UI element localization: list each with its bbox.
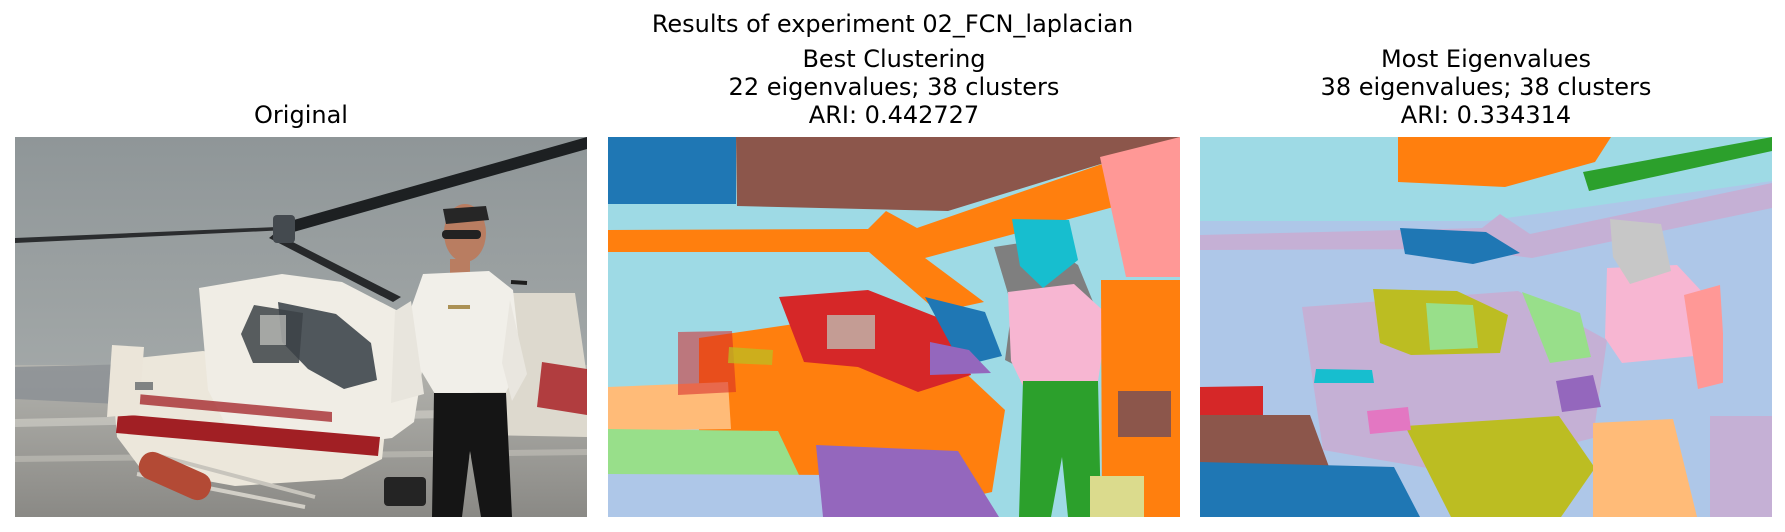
pilot-shirt	[411, 271, 521, 394]
pilot-arm	[502, 300, 527, 401]
segment-right-sky	[1100, 137, 1180, 277]
sea-horizon	[15, 364, 137, 405]
most-eigenvalues-eigen-clusters-line: 38 eigenvalues; 38 clusters	[1320, 73, 1652, 101]
rotor-blade	[15, 227, 287, 243]
segment-magenta	[1367, 407, 1411, 434]
segment-dark-rotor	[1400, 228, 1520, 264]
rotor-blade	[269, 233, 401, 302]
best-clustering-eigen-clusters-line: 22 eigenvalues; 38 clusters	[728, 73, 1060, 101]
segment-glass-shadow	[930, 342, 991, 375]
segment-shirt	[1605, 265, 1706, 363]
cockpit-window	[278, 302, 377, 389]
segment-window	[827, 315, 875, 349]
rotor-blade	[276, 137, 587, 233]
tail-fin	[135, 382, 153, 390]
original-panel-title: Original	[15, 101, 587, 129]
pilot-pants	[432, 393, 512, 517]
tail-boom	[107, 345, 144, 417]
segment-purple	[1556, 375, 1601, 412]
segment-pants	[1019, 381, 1101, 517]
segment-detail	[728, 347, 773, 365]
best-clustering-ari-line: ARI: 0.442727	[808, 101, 980, 129]
most-eigenvalues-panel-title: Most Eigenvalues 38 eigenvalues; 38 clus…	[1200, 45, 1772, 129]
segment-blue-ground	[1200, 462, 1420, 517]
segment-olive-ground	[1405, 416, 1595, 517]
window-reflection	[260, 315, 286, 345]
segment-glass	[1522, 292, 1591, 363]
segment-glass	[925, 297, 1002, 366]
most-eigenvalues-title-line: Most Eigenvalues	[1380, 45, 1592, 73]
segment-window	[1426, 303, 1478, 350]
segment-ground-blue	[608, 474, 889, 517]
most-eigenvalues-ari-line: ARI: 0.334314	[1400, 101, 1572, 129]
segment-rotor	[1398, 137, 1611, 187]
landing-skid	[155, 453, 316, 499]
figure-title: Results of experiment 02_FCN_laplacian	[651, 10, 1134, 38]
red-float	[138, 451, 212, 501]
most-eigenvalues-segmentation	[1200, 137, 1772, 517]
best-clustering-segmentation	[608, 137, 1180, 517]
segment-shirt	[1008, 284, 1108, 390]
segment-red-ground	[1200, 386, 1263, 415]
segment-brown-ground	[1200, 415, 1332, 475]
segment-right-ground	[1710, 416, 1772, 517]
segment-cyan	[1314, 369, 1374, 383]
segment-tail	[678, 331, 736, 395]
briefcase	[384, 477, 426, 506]
best-clustering-panel-title: Best Clustering 22 eigenvalues; 38 clust…	[608, 45, 1180, 129]
background-aircraft-marking	[537, 362, 587, 415]
body-stripe	[116, 414, 380, 456]
pilot-hair	[443, 206, 489, 224]
segment-ground-purple	[816, 445, 999, 517]
segment-sky-dark	[608, 137, 736, 204]
segment-right-sky	[1723, 287, 1772, 411]
segment-ground-green	[608, 429, 799, 475]
rotor-hub	[273, 215, 295, 243]
body-stripe	[137, 394, 332, 422]
segment-right-arm	[1684, 285, 1726, 389]
epaulette	[510, 280, 528, 285]
segment-right-marking	[1118, 391, 1171, 437]
segment-pants	[1593, 419, 1697, 517]
original-helicopter-image	[15, 137, 587, 517]
segment-head	[1610, 219, 1671, 284]
segment-rotor	[736, 137, 1180, 211]
segment-rotor-edge	[1583, 137, 1772, 191]
segment-left-ground	[608, 382, 731, 431]
segment-right-ground	[1090, 476, 1144, 517]
segment-rotor-body	[1200, 183, 1772, 258]
segment-face	[1012, 219, 1078, 288]
sunglasses	[442, 230, 481, 239]
pilot-arm	[391, 301, 424, 403]
best-clustering-title-line: Best Clustering	[802, 45, 986, 73]
original-title-line: Original	[254, 101, 348, 129]
segment-rotor-body	[608, 137, 1180, 312]
